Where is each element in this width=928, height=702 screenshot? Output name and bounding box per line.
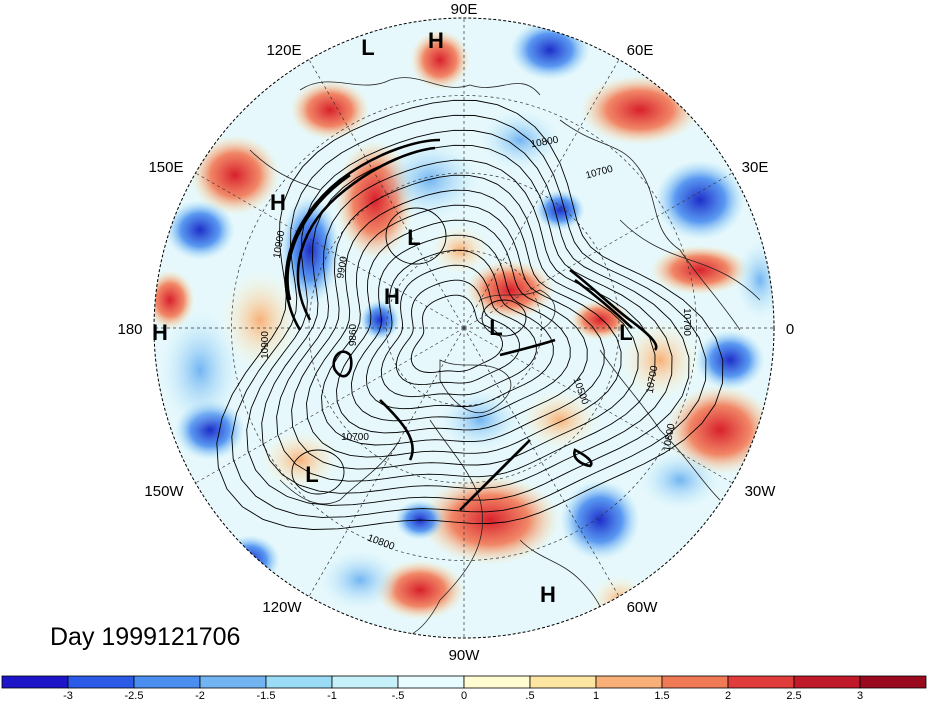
longitude-labels: 90E 60E 30E 0 30W 60W 90W 120W 150W 180 150E 120E <box>117 1 794 664</box>
colorbar-tick-label: -1 <box>327 690 337 702</box>
low-pressure-marker: L <box>407 225 420 250</box>
longitude-label: 0 <box>786 321 794 338</box>
coastlines <box>249 77 761 636</box>
longitude-label: 150E <box>148 159 183 176</box>
colorbar-tick-label: .5 <box>525 690 534 702</box>
high-pressure-marker: H <box>270 190 286 215</box>
contour-label: 10700 <box>645 364 661 394</box>
contour-label: 10800 <box>530 135 560 151</box>
colorbar-tick-label: 1 <box>593 690 599 702</box>
contour-label: 9900 <box>335 255 350 279</box>
colorbar-tick-label: 2.5 <box>786 690 801 702</box>
map-boundary <box>153 17 775 639</box>
colorbar-tick-label: 3 <box>857 690 863 702</box>
colorbar-swatch <box>199 675 267 689</box>
longitude-label: 60W <box>627 599 659 616</box>
longitude-label: 150W <box>144 483 184 500</box>
low-pressure-marker: L <box>361 35 374 60</box>
colorbar-swatch <box>793 675 861 689</box>
longitude-label: 60E <box>627 42 654 59</box>
longitude-label: 30W <box>745 483 777 500</box>
longitude-label: 30E <box>742 159 769 176</box>
contour-label: 10700 <box>681 308 692 336</box>
colorbar-tick-label: -2 <box>195 690 205 702</box>
colorbar: -3 -2.5 -2 -1.5 -1 -.5 0 .5 1 1.5 2 2.5 3 <box>1 675 927 702</box>
high-pressure-marker: H <box>540 582 556 607</box>
colorbar-swatch <box>463 675 531 689</box>
colorbar-swatch <box>661 675 729 689</box>
pressure-centers: L H H L H H L L L H <box>152 28 633 607</box>
contour-label: 10900 <box>260 331 271 359</box>
colorbar-swatch <box>529 675 597 689</box>
colorbar-tick-label: -.5 <box>392 690 405 702</box>
colorbar-swatch <box>133 675 201 689</box>
contour-label: 10800 <box>662 422 678 452</box>
colorbar-swatch <box>331 675 399 689</box>
height-contours <box>216 99 724 530</box>
high-pressure-marker: H <box>428 28 444 53</box>
contour-label: 10900 <box>272 229 288 259</box>
colorbar-tick-label: 1.5 <box>654 690 669 702</box>
graticule <box>154 18 774 638</box>
colorbar-swatch <box>67 675 135 689</box>
low-pressure-marker: L <box>305 462 318 487</box>
low-pressure-marker: L <box>619 320 632 345</box>
colorbar-swatch <box>727 675 795 689</box>
colorbar-tick-label: 0 <box>461 690 467 702</box>
day-label: Day 1999121706 <box>50 623 240 651</box>
colorbar-tick-label: -3 <box>63 690 73 702</box>
colorbar-swatch <box>1 675 69 689</box>
colorbar-tick-label: -2.5 <box>125 690 144 702</box>
low-pressure-marker: L <box>489 315 502 340</box>
longitude-label: 120E <box>266 42 301 59</box>
longitude-label: 180 <box>117 321 142 338</box>
colorbar-swatch <box>265 675 333 689</box>
longitude-label: 90E <box>451 1 478 18</box>
longitude-label: 90W <box>449 647 481 664</box>
high-pressure-marker: H <box>152 320 168 345</box>
colorbar-tick-label: 2 <box>725 690 731 702</box>
contour-label: 9860 <box>348 323 359 346</box>
colorbar-swatch <box>595 675 663 689</box>
jet-contours <box>284 138 658 511</box>
colorbar-tick-label: -1.5 <box>257 690 276 702</box>
colorbar-swatch <box>859 675 927 689</box>
high-pressure-marker: H <box>384 284 400 309</box>
contour-label: 10700 <box>341 432 369 443</box>
colorbar-swatch <box>397 675 465 689</box>
longitude-label: 120W <box>262 599 302 616</box>
